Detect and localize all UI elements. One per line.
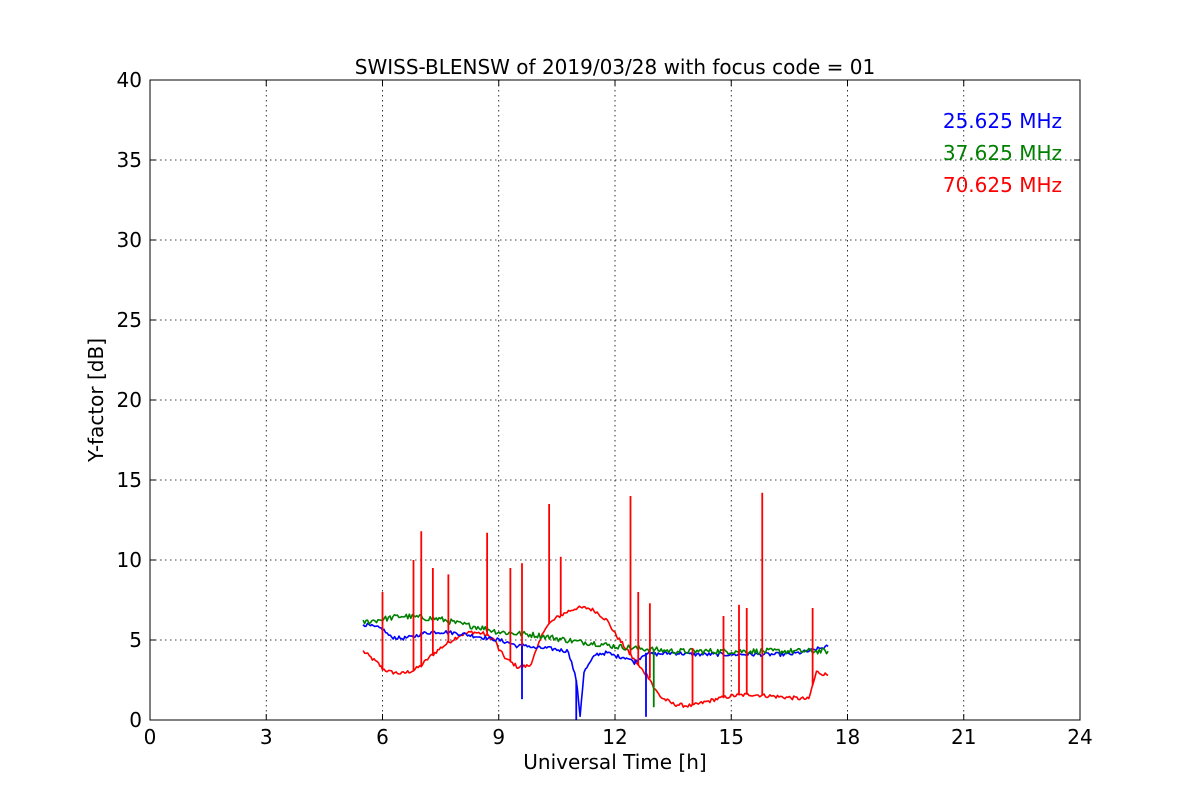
y-tick-label: 30 bbox=[117, 228, 142, 252]
chart-title: SWISS-BLENSW of 2019/03/28 with focus co… bbox=[355, 55, 876, 79]
x-tick-label: 0 bbox=[144, 725, 157, 749]
y-tick-label: 15 bbox=[117, 468, 142, 492]
x-tick-label: 9 bbox=[492, 725, 505, 749]
y-tick-label: 35 bbox=[117, 148, 142, 172]
legend-entry: 70.625 MHz bbox=[943, 173, 1062, 197]
y-axis-title: Y-factor [dB] bbox=[84, 338, 108, 463]
y-tick-label: 25 bbox=[117, 308, 142, 332]
legend-entry: 25.625 MHz bbox=[943, 109, 1062, 133]
grid-lines bbox=[150, 80, 1080, 720]
x-tick-label: 12 bbox=[602, 725, 627, 749]
y-tick-label: 0 bbox=[129, 708, 142, 732]
series-layer bbox=[362, 492, 829, 720]
y-tick-label: 20 bbox=[117, 388, 142, 412]
legend: 25.625 MHz 37.625 MHz 70.625 MHz bbox=[943, 109, 1062, 197]
y-tick-label: 40 bbox=[117, 68, 142, 92]
tick-labels: 0 3 6 9 12 15 18 21 24 0 5 10 15 20 25 30 35 40 bbox=[117, 68, 1093, 749]
series-line-37-625-mhz bbox=[362, 613, 829, 655]
x-tick-label: 24 bbox=[1067, 725, 1092, 749]
legend-entry: 37.625 MHz bbox=[943, 141, 1062, 165]
y-tick-label: 10 bbox=[117, 548, 142, 572]
tick-marks bbox=[149, 79, 1081, 721]
series-line-25-625-mhz bbox=[362, 622, 829, 718]
x-tick-label: 21 bbox=[951, 725, 976, 749]
x-tick-label: 3 bbox=[260, 725, 273, 749]
x-axis-title: Universal Time [h] bbox=[523, 750, 706, 774]
x-tick-label: 6 bbox=[376, 725, 389, 749]
series-line-70-625-mhz bbox=[362, 605, 829, 709]
x-tick-label: 15 bbox=[719, 725, 744, 749]
y-tick-label: 5 bbox=[129, 628, 142, 652]
x-tick-label: 18 bbox=[835, 725, 860, 749]
